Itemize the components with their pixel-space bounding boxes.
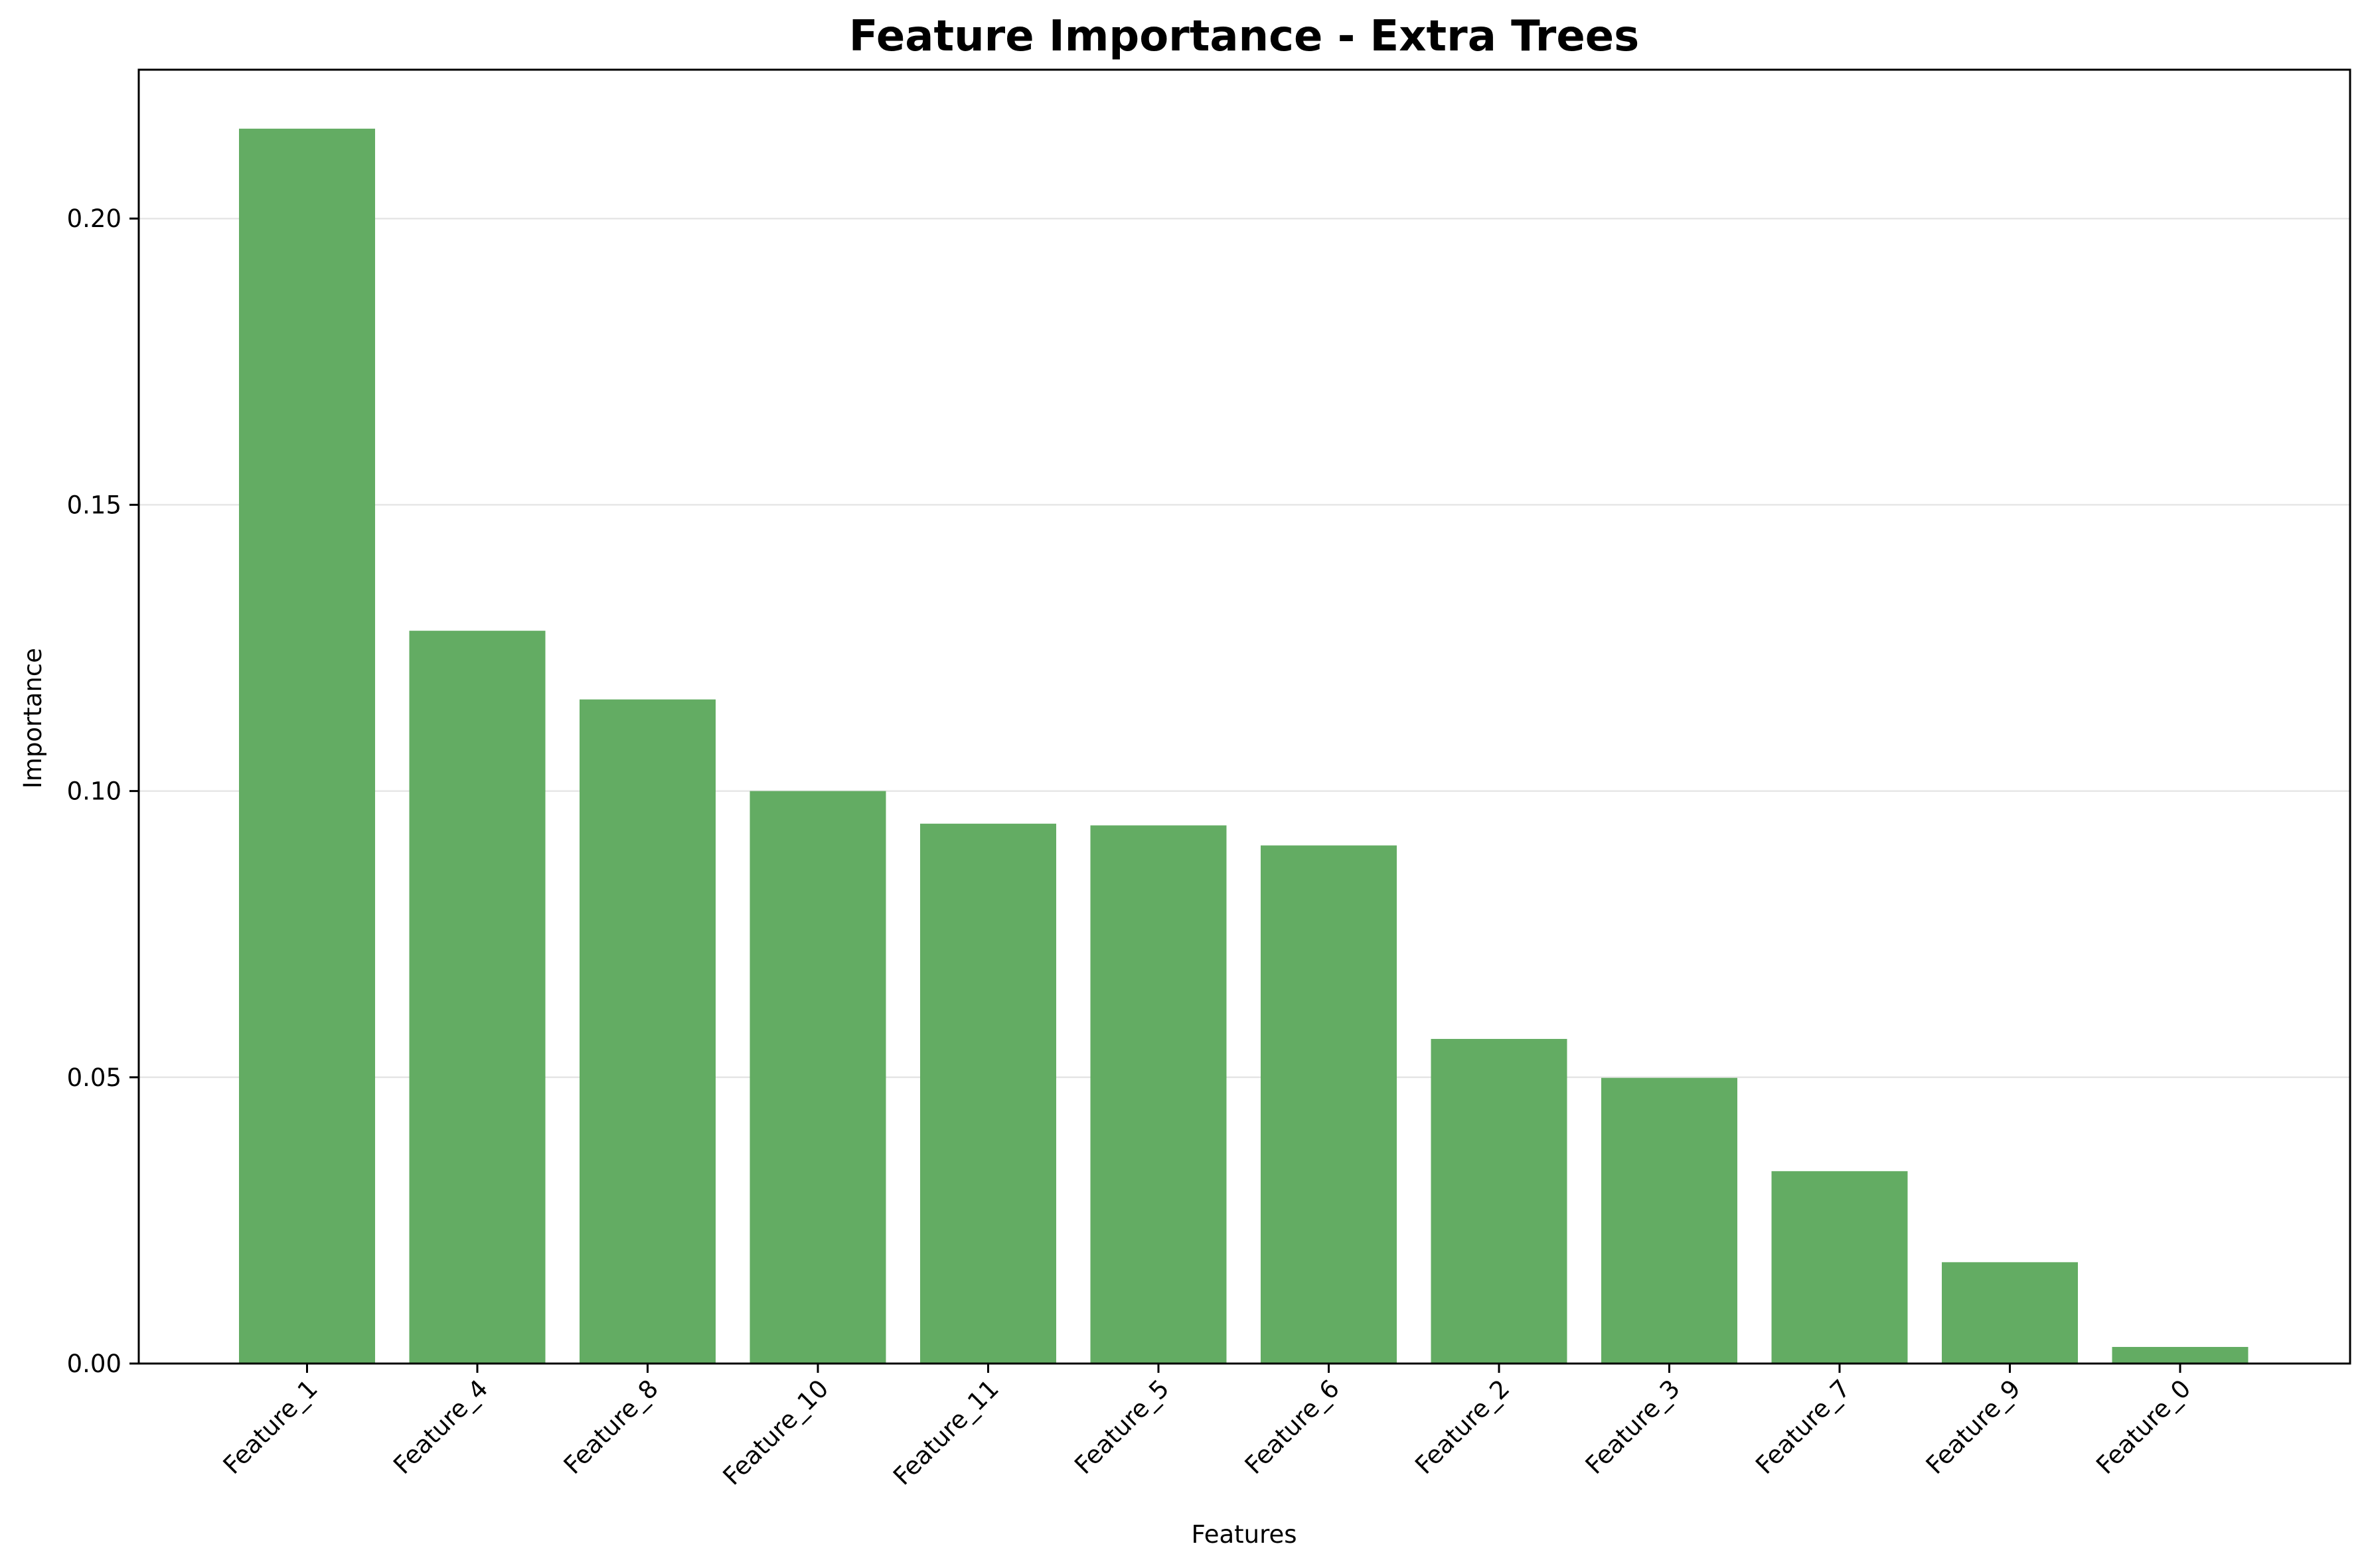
bar-feature-6	[1261, 845, 1397, 1364]
bar-feature-8	[580, 699, 716, 1364]
x-tick-label: Feature_3	[1580, 1374, 1686, 1480]
y-tick-label: 0.05	[67, 1063, 121, 1092]
y-axis-label: Importance	[19, 648, 47, 789]
bar-feature-2	[1431, 1039, 1567, 1364]
bar-feature-0	[2112, 1346, 2249, 1364]
bar-feature-10	[750, 791, 886, 1364]
y-tick-label: 0.15	[67, 491, 121, 519]
bar-feature-4	[409, 631, 546, 1364]
chart-title: Feature Importance - Extra Trees	[849, 12, 1640, 61]
x-tick-label: Feature_10	[718, 1374, 834, 1491]
x-tick-label: Feature_4	[388, 1374, 493, 1480]
x-tick-label: Feature_1	[218, 1374, 323, 1480]
x-tick-label: Feature_7	[1750, 1374, 1855, 1480]
bar-feature-11	[920, 823, 1056, 1364]
x-tick-label: Feature_2	[1409, 1374, 1515, 1480]
bar-feature-3	[1601, 1077, 1737, 1364]
y-axis: 0.00 0.05 0.10 0.15 0.20	[67, 204, 139, 1378]
y-tick-label: 0.20	[67, 204, 121, 233]
bars-group	[239, 128, 2249, 1364]
x-tick-label: Feature_8	[558, 1374, 664, 1480]
bar-feature-7	[1771, 1171, 1908, 1364]
bar-feature-5	[1090, 825, 1227, 1364]
x-tick-label: Feature_11	[888, 1374, 1004, 1491]
y-tick-label: 0.10	[67, 777, 121, 806]
x-axis: Feature_1 Feature_4 Feature_8 Feature_10 Fea…	[218, 1364, 2196, 1491]
x-axis-label: Features	[1191, 1520, 1297, 1549]
plot-frame	[137, 68, 2351, 1365]
x-tick-label: Feature_5	[1069, 1374, 1174, 1480]
bar-feature-9	[1942, 1262, 2078, 1364]
x-tick-label: Feature_0	[2091, 1374, 2196, 1480]
bar-feature-1	[239, 128, 375, 1364]
x-tick-label: Feature_6	[1239, 1374, 1345, 1480]
x-tick-label: Feature_9	[1921, 1374, 2026, 1480]
y-tick-label: 0.00	[67, 1350, 121, 1378]
